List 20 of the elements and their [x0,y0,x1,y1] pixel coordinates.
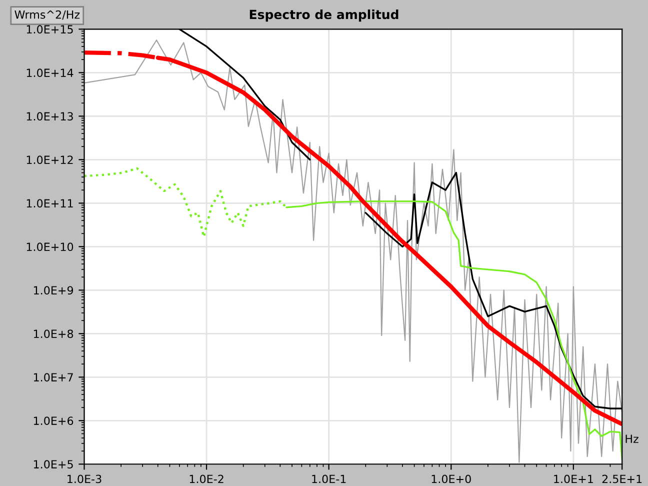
x-tick-label: 1.0E-1 [312,474,346,484]
x-tick-label: 2.5E+1 [602,474,642,484]
y-tick-label: 1.0E+7 [34,373,73,382]
y-tick-label: 1.0E+12 [26,156,73,164]
y-tick-label: 1.0E+6 [34,416,74,426]
y-tick-label: 1.0E+11 [26,199,73,208]
x-tick-label: 1.0E-2 [190,474,224,484]
y-tick-label: 1.0E+15 [26,25,73,34]
chart-title: Espectro de amplitud [250,10,398,22]
y-tick-label: 1.0E+8 [34,330,74,338]
x-axis-title: Hz [626,434,638,443]
x-tick-label: 1.0E-3 [68,474,102,484]
x-tick-label: 1.0E+1 [554,474,593,484]
y-axis-title: Wrms^2/Hz [14,10,80,20]
y-tick-label: 1.0E+10 [26,242,74,252]
y-tick-label: 1.0E+13 [26,112,73,121]
y-tick-label: 1.0E+5 [34,460,73,469]
y-tick-label: 1.0E+9 [34,286,74,295]
x-tick-label: 1.0E+0 [432,474,471,484]
y-tick-label: 1.0E+14 [26,68,74,78]
